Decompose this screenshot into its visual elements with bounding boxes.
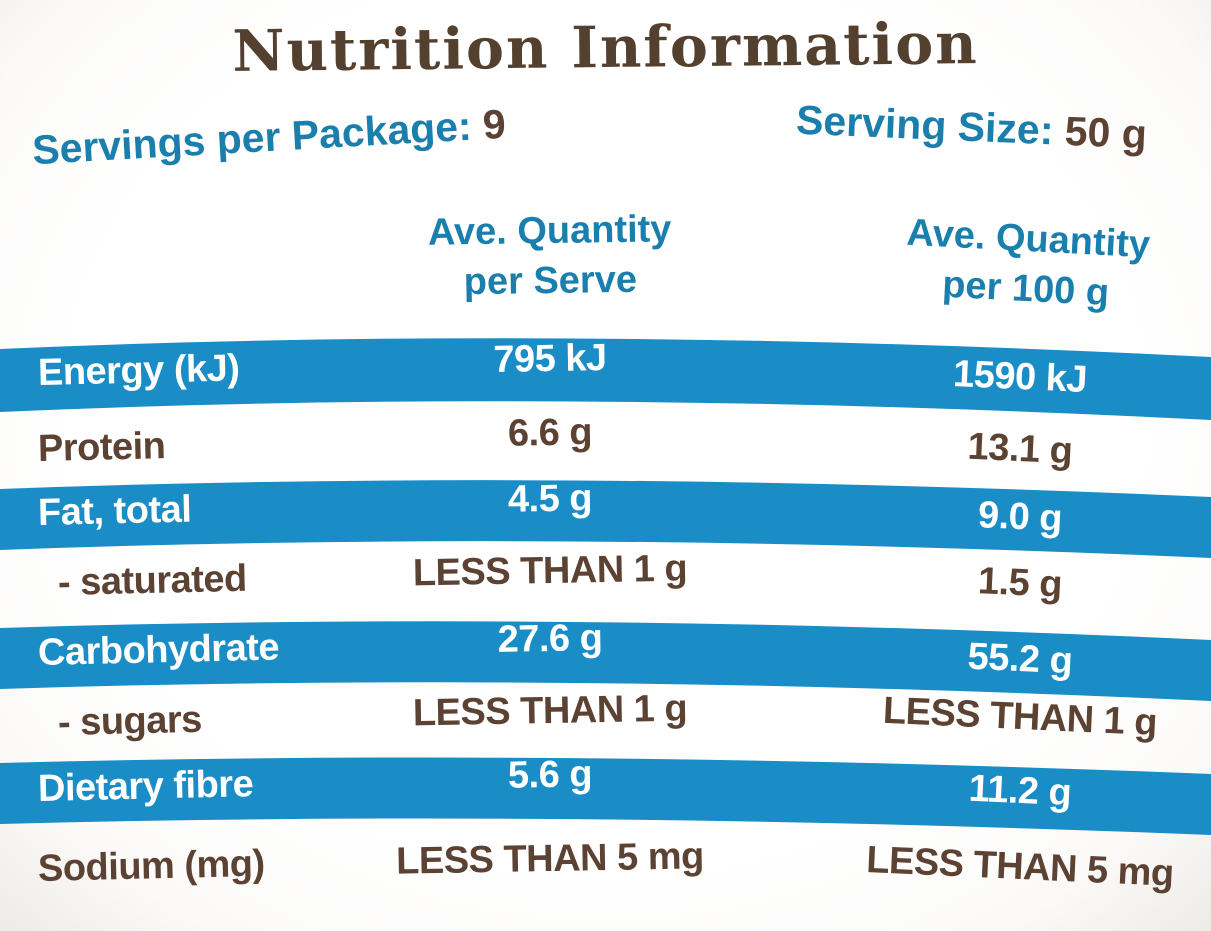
value-per-serve: 795 kJ bbox=[493, 337, 607, 381]
value-per-serve: LESS THAN 1 g bbox=[412, 687, 688, 735]
value-per-serve: 5.6 g bbox=[507, 753, 593, 797]
column-header-per-serve: Ave. Quantity per Serve bbox=[349, 203, 750, 309]
value-per-serve: 6.6 g bbox=[507, 411, 593, 455]
column-header-per-serve-line1: Ave. Quantity bbox=[427, 208, 672, 254]
value-per-serve: LESS THAN 5 mg bbox=[395, 835, 705, 883]
value-per-serve: 4.5 g bbox=[507, 477, 593, 521]
nutrient-name: Dietary fibre bbox=[37, 763, 254, 810]
nutrient-name: - sugars bbox=[57, 698, 203, 744]
band-fat bbox=[0, 480, 1211, 558]
nutrient-name: Energy (kJ) bbox=[37, 347, 240, 394]
column-header-per-serve-line2: per Serve bbox=[463, 258, 638, 304]
column-header-per-100g: Ave. Quantity per 100 g bbox=[840, 204, 1211, 324]
nutrient-name: Sodium (mg) bbox=[37, 842, 266, 890]
nutrient-name: Protein bbox=[37, 425, 166, 470]
serving-size-value: 50 g bbox=[1063, 107, 1148, 158]
nutrient-name: - saturated bbox=[57, 557, 248, 604]
nutrient-name: Fat, total bbox=[37, 488, 192, 534]
serving-size-label: Serving Size: bbox=[795, 96, 1055, 154]
value-per-serve: LESS THAN 1 g bbox=[412, 547, 688, 595]
band-dietary-fibre bbox=[0, 757, 1211, 835]
value-per-serve: 27.6 g bbox=[497, 617, 603, 661]
band-energy bbox=[0, 338, 1211, 420]
page-title: Nutrition Information bbox=[232, 10, 979, 85]
band-carbohydrate bbox=[0, 621, 1211, 701]
nutrient-name: Carbohydrate bbox=[37, 626, 280, 674]
servings-per-package-value: 9 bbox=[481, 100, 507, 149]
